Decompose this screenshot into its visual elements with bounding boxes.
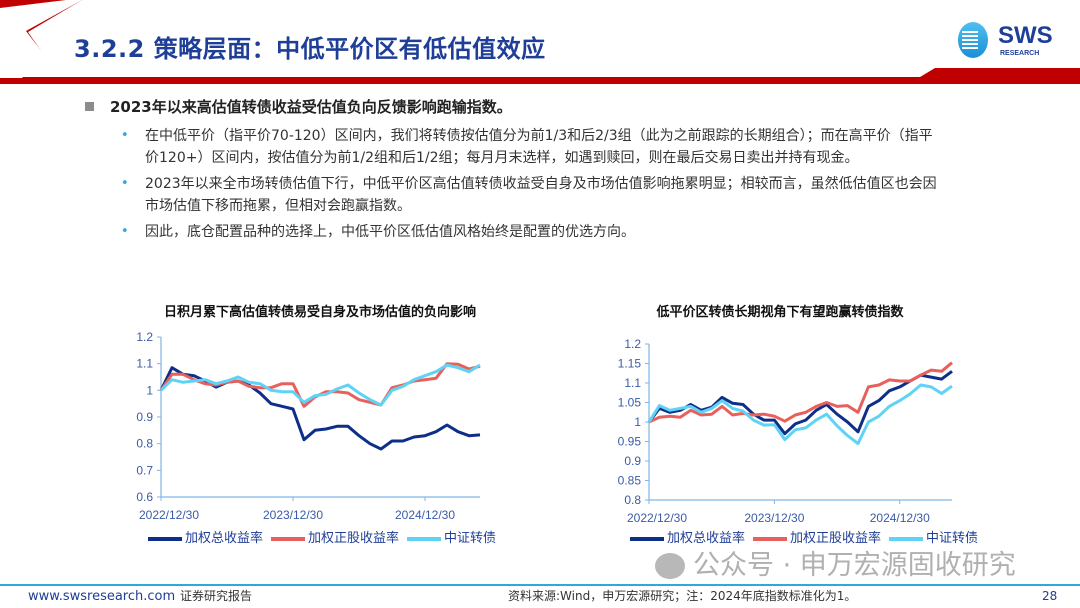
legend-swatch xyxy=(889,537,924,541)
footer-website-link[interactable]: www.swsresearch.com xyxy=(28,589,176,604)
y-tick-label: 1.15 xyxy=(618,357,642,371)
sub-point-text: 2023年以来全市场转债估值下行，中低平价区高估值转债收益受自身及市场估值影响拖… xyxy=(145,176,937,214)
legend-swatch xyxy=(407,537,442,541)
series-line-2 xyxy=(159,362,481,408)
chart-1-title: 日积月累下高估值转债易受自身及市场估值的负向影响 xyxy=(163,305,476,320)
wechat-icon xyxy=(655,552,685,579)
bullet-dot-icon: • xyxy=(121,128,129,143)
x-tick-label: 2024/12/30 xyxy=(395,508,455,522)
watermark: 公众号 · 申万宏源固收研究 xyxy=(655,550,1016,581)
legend-swatch xyxy=(148,537,182,541)
header-red-band xyxy=(22,68,1080,84)
series-line-3 xyxy=(159,363,481,407)
footer-divider xyxy=(0,584,1080,586)
legend-label: 加权正股收益率 xyxy=(308,531,400,546)
legend-swatch xyxy=(630,537,664,541)
chart-1-legend: 加权总收益率 加权正股收益率 中证转债 xyxy=(140,531,496,547)
footer-report-type: 证券研究报告 xyxy=(180,589,253,603)
y-tick-label: 0.6 xyxy=(136,490,153,504)
y-tick-label: 0.7 xyxy=(136,463,153,477)
square-bullet-icon xyxy=(85,102,94,111)
header-decoration xyxy=(0,0,1080,84)
header-white-chevron xyxy=(0,0,82,78)
y-tick-label: 0.95 xyxy=(618,435,642,449)
x-tick-label: 2022/12/30 xyxy=(627,511,687,525)
sub-points-list: • 在中低平价（指平价70-120）区间内，我们将转债按估值分为前1/3和后2/3… xyxy=(121,125,945,243)
y-tick-label: 0.85 xyxy=(618,474,642,488)
y-tick-label: 0.9 xyxy=(624,454,641,468)
sub-point-text: 在中低平价（指平价70-120）区间内，我们将转债按估值分为前1/3和后2/3组… xyxy=(145,128,933,166)
legend-label: 加权总收益率 xyxy=(185,531,264,546)
series-line-1 xyxy=(647,370,953,436)
x-tick-label: 2022/12/30 xyxy=(139,508,199,522)
y-tick-label: 1.05 xyxy=(618,396,642,410)
page-number: 28 xyxy=(1042,589,1058,603)
chart-2-title: 低平价区转债长期视角下有望跑赢转债指数 xyxy=(656,305,904,320)
y-tick-label: 1.2 xyxy=(624,337,641,351)
y-tick-label: 0.8 xyxy=(136,437,153,451)
legend-swatch xyxy=(753,537,788,541)
main-point: 2023年以来高估值转债收益受估值负向反馈影响跑输指数。 xyxy=(110,98,512,116)
logo-mark-icon xyxy=(958,22,988,58)
y-tick-label: 0.8 xyxy=(624,493,641,507)
legend-label: 加权总收益率 xyxy=(667,531,746,546)
x-tick-label: 2023/12/30 xyxy=(263,508,323,522)
chart-2-legend: 加权总收益率 加权正股收益率 中证转债 xyxy=(622,531,978,547)
legend-label: 中证转债 xyxy=(926,531,979,546)
footer-source-note: 资料来源:Wind，申万宏源研究；注：2024年底指数标准化为1。 xyxy=(508,589,857,603)
y-tick-label: 1.1 xyxy=(136,357,153,371)
legend-label: 中证转债 xyxy=(444,531,497,546)
bullet-dot-icon: • xyxy=(121,176,129,191)
logo-text: SWS xyxy=(998,22,1053,49)
sub-point: • 在中低平价（指平价70-120）区间内，我们将转债按估值分为前1/3和后2/3… xyxy=(121,125,945,169)
sub-point: • 因此，底仓配置品种的选择上，中低平价区低估值风格始终是配置的优选方向。 xyxy=(121,221,945,243)
legend-label: 加权正股收益率 xyxy=(790,531,882,546)
sub-point: • 2023年以来全市场转债估值下行，中低平价区高估值转债收益受自身及市场估值影响… xyxy=(121,173,945,217)
logo-subtext: RESEARCH xyxy=(1000,50,1040,57)
bullet-dot-icon: • xyxy=(121,224,129,239)
page-title: 3.2.2 策略层面：中低平价区有低估值效应 xyxy=(74,35,546,63)
x-tick-label: 2024/12/30 xyxy=(870,511,930,525)
legend-swatch xyxy=(271,537,306,541)
series-line-3 xyxy=(647,383,953,445)
sub-point-text: 因此，底仓配置品种的选择上，中低平价区低估值风格始终是配置的优选方向。 xyxy=(145,224,635,240)
y-tick-label: 1.2 xyxy=(136,330,153,344)
sws-logo: SWS RESEARCH xyxy=(958,20,1058,64)
watermark-text: 公众号 · 申万宏源固收研究 xyxy=(693,550,1016,581)
y-tick-label: 1 xyxy=(634,415,641,429)
y-tick-label: 0.9 xyxy=(136,410,153,424)
x-tick-label: 2023/12/30 xyxy=(744,511,804,525)
y-tick-label: 1.1 xyxy=(624,376,641,390)
y-tick-label: 1 xyxy=(146,383,153,397)
series-line-2 xyxy=(648,361,953,424)
